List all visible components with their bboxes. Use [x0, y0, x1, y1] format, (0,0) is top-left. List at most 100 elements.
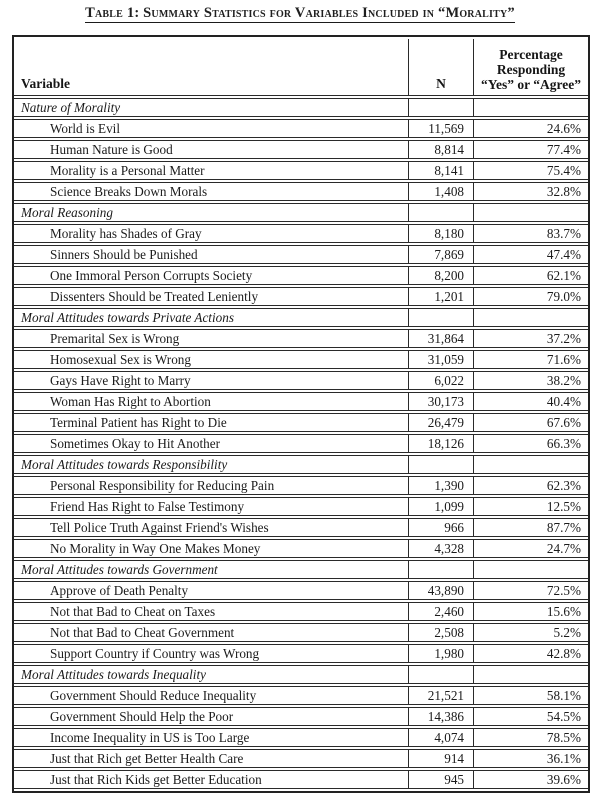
n-cell: 11,569: [408, 119, 474, 138]
pct-cell: 71.6%: [474, 350, 588, 369]
table-row: Just that Rich get Better Health Care 914…: [14, 749, 588, 768]
n-cell: 4,328: [408, 539, 474, 558]
n-cell: 26,479: [408, 413, 474, 432]
percentage-header-line-1: Percentage: [499, 47, 563, 62]
variable-cell: Morality is a Personal Matter: [14, 161, 408, 180]
n-cell: 7,869: [408, 245, 474, 264]
table-row: Government Should Help the Poor 14,386 54.…: [14, 707, 588, 726]
pct-cell: 62.3%: [474, 476, 588, 495]
table-row: No Morality in Way One Makes Money 4,328 2…: [14, 539, 588, 558]
pct-cell: [474, 665, 588, 684]
table-header: Variable N Percentage Responding “Yes” o…: [14, 39, 588, 96]
variable-cell: Woman Has Right to Abortion: [14, 392, 408, 411]
n-cell: 6,022: [408, 371, 474, 390]
pct-cell: 32.8%: [474, 182, 588, 201]
table-row: Personal Responsibility for Reducing Pai…: [14, 476, 588, 495]
n-cell: 43,890: [408, 581, 474, 600]
table-row: Morality has Shades of Gray 8,180 83.7%: [14, 224, 588, 243]
pct-cell: 12.5%: [474, 497, 588, 516]
n-cell: [408, 98, 474, 117]
pct-cell: [474, 560, 588, 579]
column-header-variable: Variable: [14, 39, 408, 96]
variable-cell: Personal Responsibility for Reducing Pai…: [14, 476, 408, 495]
n-cell: 1,201: [408, 287, 474, 306]
variable-cell: Morality has Shades of Gray: [14, 224, 408, 243]
table-row: Terminal Patient has Right to Die 26,479 6…: [14, 413, 588, 432]
section-title-cell: Nature of Morality: [14, 98, 408, 117]
section-row: Moral Attitudes towards Private Actions: [14, 308, 588, 327]
percentage-header-line-3: “Yes” or “Agree”: [481, 77, 581, 92]
n-cell: 945: [408, 770, 474, 789]
pct-cell: 47.4%: [474, 245, 588, 264]
pct-cell: 66.3%: [474, 434, 588, 453]
table-row: Not that Bad to Cheat on Taxes 2,460 15.6%: [14, 602, 588, 621]
pct-cell: 24.7%: [474, 539, 588, 558]
n-cell: 30,173: [408, 392, 474, 411]
table-row: Just that Rich Kids get Better Education…: [14, 770, 588, 789]
pct-cell: 83.7%: [474, 224, 588, 243]
variable-cell: Sinners Should be Punished: [14, 245, 408, 264]
variable-cell: One Immoral Person Corrupts Society: [14, 266, 408, 285]
pct-cell: 62.1%: [474, 266, 588, 285]
n-cell: 18,126: [408, 434, 474, 453]
table-row: Homosexual Sex is Wrong 31,059 71.6%: [14, 350, 588, 369]
pct-cell: 39.6%: [474, 770, 588, 789]
summary-statistics-table: Variable N Percentage Responding “Yes” o…: [12, 35, 590, 793]
column-header-n: N: [408, 39, 474, 96]
pct-cell: 54.5%: [474, 707, 588, 726]
n-cell: 2,508: [408, 623, 474, 642]
pct-cell: 38.2%: [474, 371, 588, 390]
variable-cell: World is Evil: [14, 119, 408, 138]
table-row: World is Evil 11,569 24.6%: [14, 119, 588, 138]
table-row: Morality is a Personal Matter 8,141 75.4%: [14, 161, 588, 180]
n-cell: 914: [408, 749, 474, 768]
pct-cell: 79.0%: [474, 287, 588, 306]
section-title-cell: Moral Attitudes towards Private Actions: [14, 308, 408, 327]
section-row: Nature of Morality: [14, 98, 588, 117]
pct-cell: 37.2%: [474, 329, 588, 348]
n-cell: 31,059: [408, 350, 474, 369]
table-row: Friend Has Right to False Testimony 1,099…: [14, 497, 588, 516]
n-cell: 21,521: [408, 686, 474, 705]
pct-cell: 72.5%: [474, 581, 588, 600]
variable-cell: Not that Bad to Cheat Government: [14, 623, 408, 642]
column-header-percentage: Percentage Responding “Yes” or “Agree”: [474, 39, 588, 96]
variable-cell: Approve of Death Penalty: [14, 581, 408, 600]
n-cell: 8,200: [408, 266, 474, 285]
n-cell: [408, 308, 474, 327]
pct-cell: 67.6%: [474, 413, 588, 432]
pct-cell: 24.6%: [474, 119, 588, 138]
table-row: Income Inequality in US is Too Large 4,07…: [14, 728, 588, 747]
section-row: Moral Attitudes towards Inequality: [14, 665, 588, 684]
table-row: Woman Has Right to Abortion 30,173 40.4%: [14, 392, 588, 411]
pct-cell: 40.4%: [474, 392, 588, 411]
table-row: Dissenters Should be Treated Leniently 1,…: [14, 287, 588, 306]
section-row: Moral Attitudes towards Responsibility: [14, 455, 588, 474]
table-row: Not that Bad to Cheat Government 2,508 5.2…: [14, 623, 588, 642]
variable-cell: No Morality in Way One Makes Money: [14, 539, 408, 558]
n-cell: 1,980: [408, 644, 474, 663]
variable-cell: Gays Have Right to Marry: [14, 371, 408, 390]
variable-cell: Government Should Help the Poor: [14, 707, 408, 726]
variable-cell: Premarital Sex is Wrong: [14, 329, 408, 348]
variable-cell: Support Country if Country was Wrong: [14, 644, 408, 663]
paper-page: Table 1: Summary Statistics for Variable…: [12, 5, 590, 793]
pct-cell: [474, 455, 588, 474]
variable-cell: Government Should Reduce Inequality: [14, 686, 408, 705]
variable-cell: Just that Rich Kids get Better Education: [14, 770, 408, 789]
n-cell: 2,460: [408, 602, 474, 621]
n-cell: 1,099: [408, 497, 474, 516]
n-cell: 8,814: [408, 140, 474, 159]
n-cell: 966: [408, 518, 474, 537]
pct-cell: 36.1%: [474, 749, 588, 768]
n-cell: 4,074: [408, 728, 474, 747]
variable-cell: Not that Bad to Cheat on Taxes: [14, 602, 408, 621]
variable-cell: Friend Has Right to False Testimony: [14, 497, 408, 516]
pct-cell: 42.8%: [474, 644, 588, 663]
table-row: Science Breaks Down Morals 1,408 32.8%: [14, 182, 588, 201]
section-row: Moral Attitudes towards Government: [14, 560, 588, 579]
n-cell: 8,180: [408, 224, 474, 243]
n-cell: 1,390: [408, 476, 474, 495]
section-title-cell: Moral Attitudes towards Responsibility: [14, 455, 408, 474]
table-row: Premarital Sex is Wrong 31,864 37.2%: [14, 329, 588, 348]
